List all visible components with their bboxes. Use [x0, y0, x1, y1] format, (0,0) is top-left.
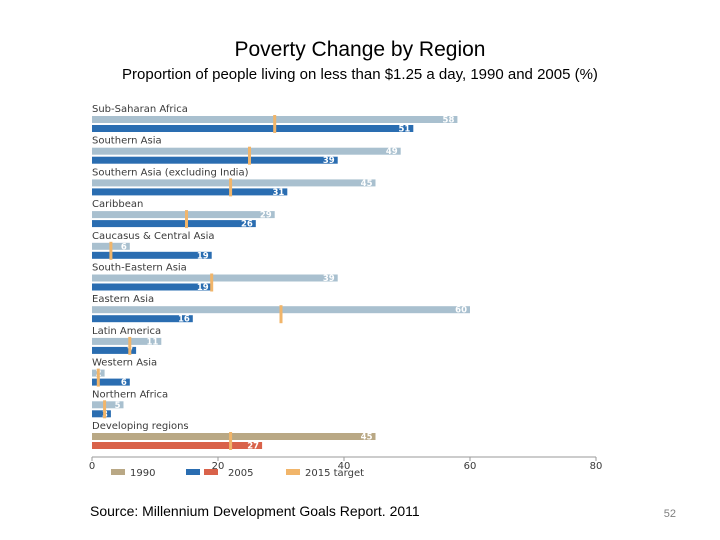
- bar-1990: [92, 433, 376, 440]
- bar-2005: [92, 125, 414, 132]
- bar-2005: [92, 220, 256, 228]
- bar-2005: [92, 283, 212, 291]
- category-label: Eastern Asia: [92, 294, 154, 305]
- data-label: 29: [260, 211, 272, 221]
- data-label: 11: [146, 337, 158, 347]
- bar-1990: [92, 179, 376, 187]
- source-note: Source: Millennium Development Goals Rep…: [90, 503, 420, 519]
- category-label: Developing regions: [92, 421, 189, 432]
- bar-2005: [92, 378, 130, 386]
- data-label: 60: [455, 306, 467, 316]
- x-tick-label: 20: [212, 461, 225, 472]
- data-label: 51: [398, 125, 410, 135]
- data-label: 39: [323, 274, 335, 284]
- legend-swatch-2005-aggregate: [204, 469, 218, 475]
- data-label: 45: [361, 433, 373, 443]
- data-label: 31: [272, 188, 284, 198]
- target-marker: [273, 115, 277, 133]
- target-marker: [248, 146, 251, 165]
- legend-swatch-1990: [111, 469, 125, 475]
- bar-1990: [92, 401, 124, 409]
- target-marker: [103, 400, 107, 419]
- category-label: Southern Asia (excluding India): [92, 167, 249, 178]
- data-label: 19: [197, 251, 209, 261]
- bar-2005: [92, 346, 137, 354]
- category-label: South-Eastern Asia: [92, 263, 187, 274]
- bar-1990: [92, 274, 338, 282]
- bar-2005: [92, 188, 288, 196]
- category-label: Southern Asia: [92, 136, 162, 147]
- legend-label-target: 2015 target: [305, 468, 364, 479]
- target-marker: [229, 432, 233, 450]
- bar-2005: [92, 410, 111, 418]
- target-marker: [229, 178, 233, 197]
- data-label: 58: [443, 116, 455, 126]
- data-label: 16: [178, 315, 190, 325]
- category-label: Caucasus & Central Asia: [92, 231, 215, 242]
- data-label: 49: [386, 147, 398, 157]
- category-label: Sub-Saharan Africa: [92, 104, 188, 115]
- data-label: 45: [361, 179, 373, 189]
- target-marker: [279, 305, 283, 324]
- data-label: 26: [241, 220, 253, 230]
- category-label: Latin America: [92, 326, 161, 337]
- page-number: 52: [663, 508, 676, 520]
- target-marker: [128, 336, 132, 355]
- x-tick-label: 80: [590, 461, 603, 472]
- data-label: 6: [121, 378, 127, 388]
- bar-2005: [92, 251, 212, 259]
- target-marker: [185, 210, 188, 229]
- x-tick-label: 40: [338, 461, 351, 472]
- legend-swatch-target: [286, 469, 300, 475]
- legend-label-1990: 1990: [130, 468, 155, 479]
- bar-2005: [92, 442, 263, 449]
- target-marker: [210, 273, 214, 292]
- x-tick-label: 0: [89, 461, 95, 472]
- legend-swatch-2005-regions: [186, 469, 200, 475]
- category-label: Northern Africa: [92, 389, 168, 400]
- bar-2005: [92, 315, 193, 323]
- slide-subtitle: Proportion of people living on less than…: [122, 66, 598, 83]
- bar-1990: [92, 147, 401, 155]
- target-marker: [109, 241, 113, 260]
- category-label: Western Asia: [92, 358, 157, 369]
- legend-label-2005: 2005: [228, 468, 253, 479]
- category-label: Caribbean: [92, 199, 143, 210]
- data-label: 19: [197, 283, 209, 293]
- poverty-bar-chart: Sub-Saharan Africa 58 51 Southern Asia 49 39 S…: [89, 104, 603, 479]
- bar-1990: [92, 211, 275, 219]
- data-label: 6: [121, 242, 127, 252]
- slide-title: Poverty Change by Region: [234, 38, 486, 61]
- bar-2005: [92, 156, 338, 164]
- data-label: 39: [323, 156, 335, 166]
- target-marker: [96, 368, 100, 387]
- data-label: 5: [115, 401, 121, 411]
- bar-1990: [92, 337, 162, 345]
- data-label: 27: [247, 442, 259, 452]
- x-tick-label: 60: [464, 461, 477, 472]
